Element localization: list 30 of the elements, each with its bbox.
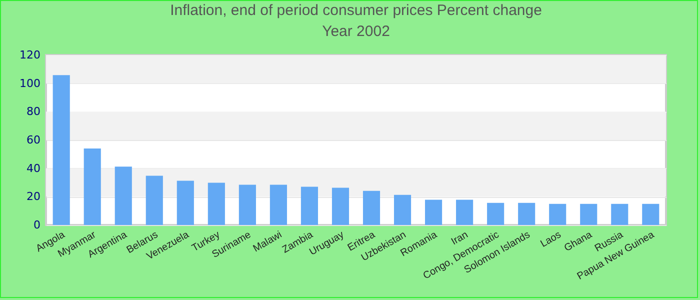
bar <box>114 166 132 225</box>
bar <box>362 190 380 225</box>
bar <box>394 194 412 225</box>
bar <box>146 176 163 225</box>
bar <box>208 182 225 225</box>
bar <box>456 200 474 225</box>
y-tick-label: 60 <box>26 134 40 146</box>
y-tick-label: 0 <box>34 218 40 232</box>
y-tick-label: 120 <box>20 48 40 62</box>
bar <box>332 188 350 225</box>
bar <box>52 75 70 225</box>
bar <box>300 186 318 225</box>
bar <box>580 204 598 225</box>
bar <box>642 204 660 225</box>
chart-subtitle: Year 2002 <box>322 23 390 40</box>
chart-title: Inflation, end of period consumer prices Percent change <box>170 2 542 19</box>
y-tick-label: 100 <box>20 76 40 90</box>
y-tick-label: 20 <box>26 190 40 204</box>
bar <box>549 204 566 225</box>
bar <box>611 204 628 225</box>
bar <box>518 202 536 225</box>
y-tick-label: 80 <box>26 105 40 118</box>
bar <box>270 184 287 225</box>
y-tick-label: 40 <box>26 162 40 175</box>
bar <box>425 200 442 225</box>
bar <box>176 180 194 225</box>
x-tick-label: Laos <box>538 230 564 250</box>
bar <box>238 184 256 225</box>
bar <box>84 148 101 225</box>
bar <box>487 202 504 225</box>
